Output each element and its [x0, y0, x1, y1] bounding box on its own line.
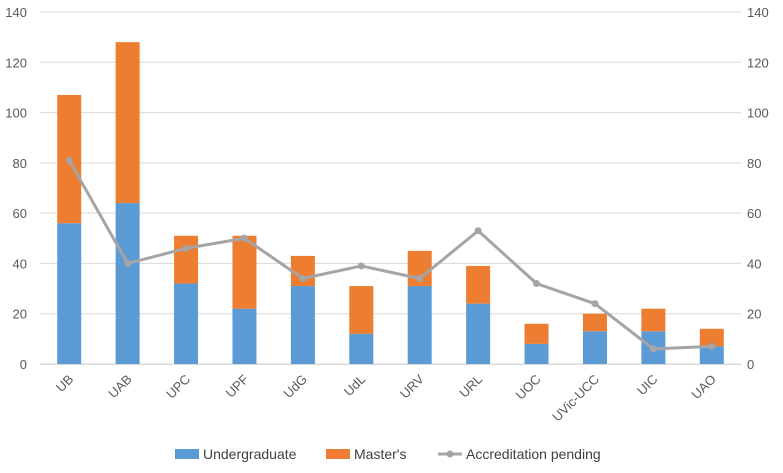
line-point-uic — [649, 345, 657, 353]
line-series — [65, 156, 716, 353]
bar-undergraduate-upf — [232, 308, 257, 364]
line-point-uvic-ucc — [591, 300, 599, 308]
y-right-tick-label: 20 — [747, 307, 761, 322]
x-tick-label: UPF — [223, 371, 252, 400]
gridlines — [40, 11, 741, 365]
y-left-tick-label: 60 — [13, 206, 27, 221]
y-left-tick-label: 20 — [13, 307, 27, 322]
x-tick-label: UB — [53, 372, 76, 395]
line-accreditation-pending — [67, 159, 712, 351]
line-point-udl — [357, 262, 365, 270]
bar-master-s-upf — [232, 235, 257, 309]
bar-master-s-url — [466, 265, 491, 304]
y-left-tick-label: 100 — [5, 106, 27, 121]
line-point-uab — [124, 259, 132, 267]
line-point-urv — [416, 275, 424, 283]
line-point-uao — [708, 342, 716, 350]
y-right-tick-label: 80 — [747, 156, 761, 171]
bar-undergraduate-udg — [290, 286, 315, 364]
x-tick-label: UdG — [280, 372, 310, 402]
legend-marker-accreditation-pending — [446, 450, 454, 458]
bar-undergraduate-uao — [699, 346, 724, 364]
x-tick-label: URL — [456, 372, 485, 401]
line-point-url — [474, 227, 482, 235]
y-right-tick-label: 140 — [747, 5, 769, 20]
bar-master-s-uic — [641, 308, 666, 332]
y-right-tick-label: 0 — [747, 357, 754, 372]
x-tick-label: UAB — [105, 372, 135, 402]
x-tick-label: UOC — [513, 372, 544, 403]
x-tick-label: UVic-UCC — [549, 372, 602, 425]
y-right-tick-label: 40 — [747, 256, 761, 271]
line-point-ub — [65, 156, 73, 164]
bar-undergraduate-uvic-ucc — [582, 331, 607, 364]
y-left-tick-label: 120 — [5, 55, 27, 70]
legend-swatch-undergraduate — [175, 449, 199, 459]
bar-undergraduate-udl — [349, 333, 374, 364]
bar-master-s-upc — [174, 235, 199, 284]
bar-undergraduate-uoc — [524, 343, 549, 364]
bar-undergraduate-urv — [407, 286, 432, 364]
x-tick-label: UIC — [634, 372, 660, 398]
x-tick-label: UAO — [688, 372, 719, 403]
legend-label-undergraduate: Undergraduate — [203, 446, 297, 462]
y-right-tick-label: 100 — [747, 106, 769, 121]
y-right-tick-label: 60 — [747, 206, 761, 221]
bar-master-s-udl — [349, 286, 374, 334]
y-axis-left: 0 20 40 60 80 100 120 140 — [5, 5, 27, 372]
legend-label-accreditation-pending: Accreditation pending — [466, 446, 601, 462]
legend: Undergraduate Master's Accreditation pendi… — [175, 446, 601, 462]
x-tick-label: URV — [397, 371, 427, 401]
line-point-upf — [240, 234, 248, 242]
bar-undergraduate-uab — [115, 203, 140, 364]
y-left-tick-label: 80 — [13, 156, 27, 171]
bar-undergraduate-url — [466, 303, 491, 364]
line-point-udg — [299, 275, 307, 283]
y-left-tick-label: 0 — [20, 357, 27, 372]
bars — [57, 42, 724, 364]
bar-master-s-uvic-ucc — [582, 313, 607, 332]
x-tick-label: UdL — [341, 372, 368, 399]
x-axis: UB UAB UPC UPF UdG UdL URV URL UOC UVic-UCC UIC UAO — [40, 364, 741, 425]
x-tick-label: UPC — [163, 372, 193, 402]
y-axis-right: 0 20 40 60 80 100 120 140 — [747, 5, 769, 372]
line-point-upc — [182, 244, 190, 252]
y-right-tick-label: 120 — [747, 55, 769, 70]
y-left-tick-label: 40 — [13, 256, 27, 271]
bar-master-s-uab — [115, 42, 140, 204]
y-left-tick-label: 140 — [5, 5, 27, 20]
bar-master-s-uoc — [524, 323, 549, 344]
legend-label-master-s: Master's — [354, 446, 406, 462]
legend-swatch-master-s — [326, 449, 350, 459]
bar-undergraduate-upc — [174, 283, 199, 364]
bar-undergraduate-ub — [57, 223, 82, 364]
line-point-uoc — [533, 280, 541, 288]
bar-master-s-uao — [699, 328, 724, 347]
